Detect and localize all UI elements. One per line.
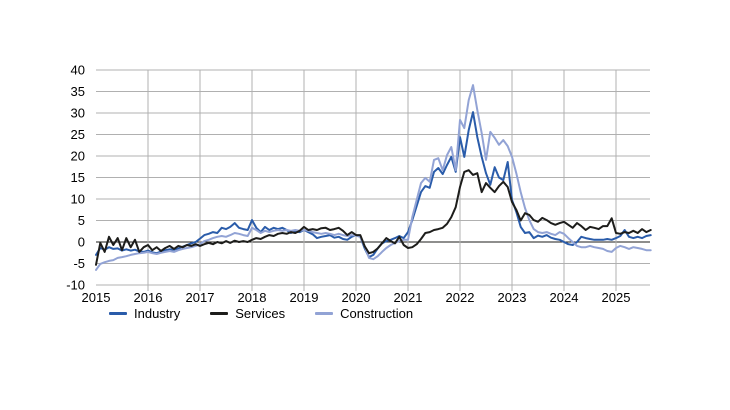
services-line-swatch [210,312,229,315]
svg-text:2020: 2020 [342,290,371,305]
legend-item-services: Services [210,307,285,320]
svg-text:2018: 2018 [238,290,267,305]
svg-text:2021: 2021 [394,290,423,305]
svg-text:2019: 2019 [290,290,319,305]
svg-text:5: 5 [78,213,85,228]
legend-label-construction: Construction [340,306,414,321]
legend-label-services: Services [235,306,286,321]
svg-text:2016: 2016 [134,290,163,305]
svg-text:25: 25 [71,127,85,142]
legend-item-industry: Industry [109,307,180,320]
svg-text:40: 40 [71,63,85,78]
svg-text:2023: 2023 [498,290,527,305]
industry-line-swatch [109,312,127,315]
svg-text:-10: -10 [66,278,85,293]
svg-text:35: 35 [71,84,85,99]
legend-item-construction: Construction [315,307,413,320]
chart-legend: Industry Services Construction [109,307,413,320]
svg-text:20: 20 [71,149,85,164]
svg-text:15: 15 [71,170,85,185]
construction-line-swatch [315,312,334,315]
svg-text:0: 0 [78,235,85,250]
svg-text:30: 30 [71,106,85,121]
svg-text:2024: 2024 [550,290,579,305]
svg-text:-5: -5 [73,256,85,271]
legend-label-industry: Industry [134,306,181,321]
svg-text:2022: 2022 [446,290,475,305]
svg-text:2025: 2025 [602,290,631,305]
svg-text:10: 10 [71,192,85,207]
svg-text:2015: 2015 [82,290,111,305]
svg-text:2017: 2017 [186,290,215,305]
